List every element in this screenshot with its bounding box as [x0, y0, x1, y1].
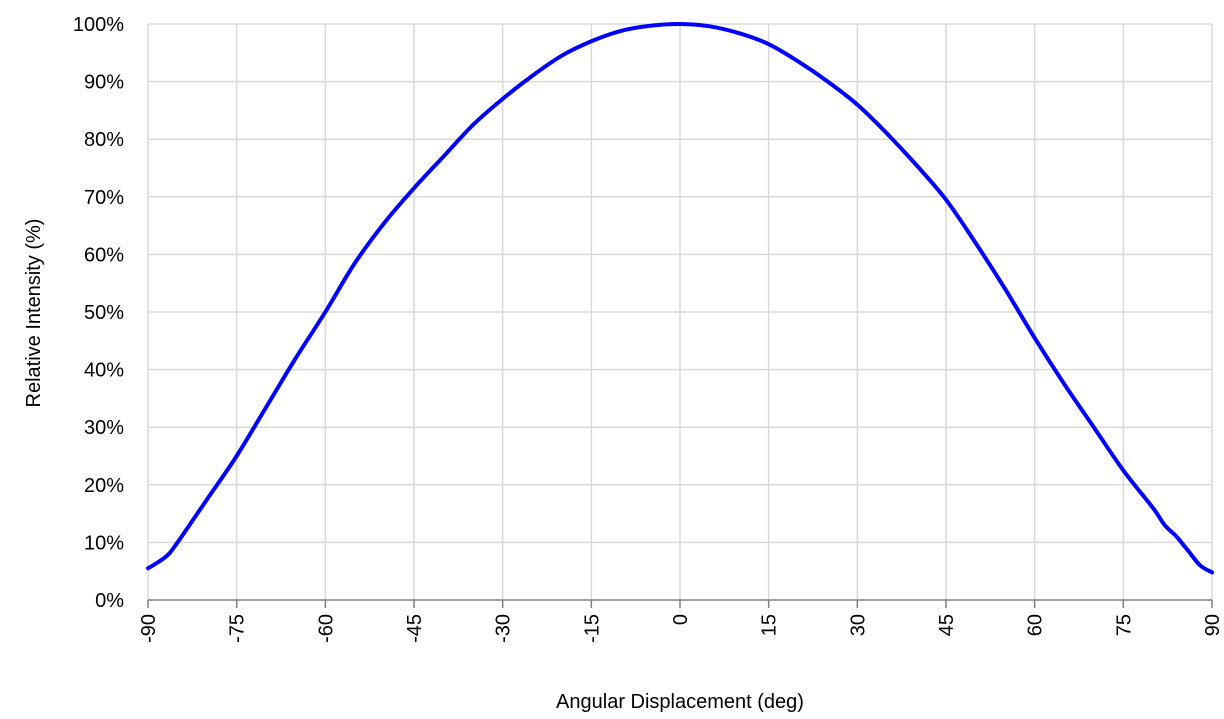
y-tick-label: 10% — [84, 532, 124, 554]
x-tick-label: -15 — [581, 614, 603, 643]
y-tick-label: 60% — [84, 244, 124, 266]
y-tick-label: 90% — [84, 72, 124, 94]
y-tick-label: 100% — [73, 14, 124, 36]
y-tick-labels: 0% 10% 20% 30% 40% 50% 60% 70% 80% 90% 100% — [73, 14, 124, 612]
x-tick-label: 75 — [1113, 614, 1135, 636]
x-tick-label: 0 — [670, 614, 692, 625]
intensity-series-line — [146, 21, 1214, 575]
y-tick-label: 40% — [84, 360, 124, 382]
axes — [147, 599, 1213, 608]
y-tick-label: 0% — [95, 590, 124, 612]
x-tick-label: -60 — [315, 614, 337, 643]
gridlines — [147, 23, 1213, 600]
y-tick-label: 30% — [84, 417, 124, 439]
x-tick-label: 30 — [847, 614, 869, 636]
series-layer — [146, 21, 1214, 575]
x-tick-labels: -90 -75 -60 -45 -30 -15 0 15 30 45 60 75 90 — [138, 614, 1224, 643]
x-tick-label: -75 — [227, 614, 249, 643]
x-tick-label: -45 — [404, 614, 426, 643]
x-tick-label: -90 — [138, 614, 160, 643]
y-tick-label: 20% — [84, 475, 124, 497]
x-tick-label: 90 — [1202, 614, 1224, 636]
x-axis-title: Angular Displacement (deg) — [556, 691, 804, 713]
y-tick-label: 50% — [84, 302, 124, 324]
y-tick-label: 80% — [84, 129, 124, 151]
x-tick-label: 60 — [1025, 614, 1047, 636]
x-tick-label: 15 — [759, 614, 781, 636]
x-tick-label: -30 — [493, 614, 515, 643]
x-tick-label: 45 — [936, 614, 958, 636]
y-axis-title: Relative Intensity (%) — [23, 219, 45, 408]
y-tick-label: 70% — [84, 187, 124, 209]
